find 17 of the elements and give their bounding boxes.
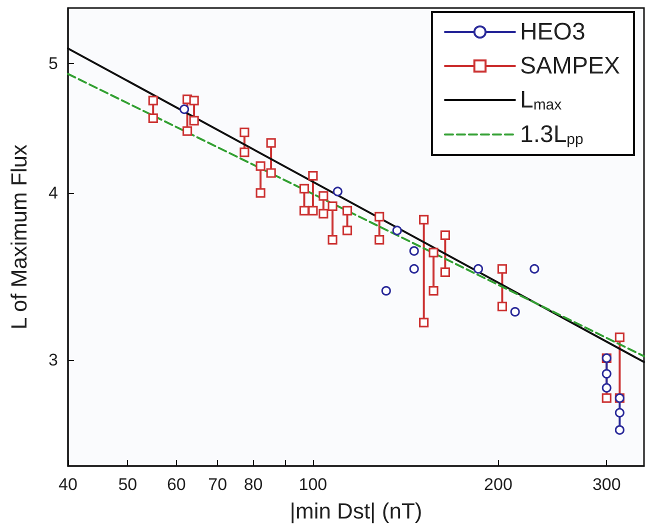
y-axis-title: L of Maximum Flux: [6, 144, 32, 330]
y-tick-label: 3: [48, 350, 58, 370]
legend-label: SAMPEX: [520, 52, 620, 80]
x-tick-label: 200: [484, 475, 512, 494]
x-tick-label: 50: [118, 475, 138, 494]
legend-label: HEO3: [520, 18, 586, 46]
x-tick-label: 100: [298, 475, 328, 494]
legend-label: 1.3Lpp: [520, 121, 584, 148]
x-tick-label: 300: [592, 475, 621, 494]
x-tick-label: 80: [244, 475, 263, 494]
x-tick-label: 60: [166, 475, 186, 494]
y-tick-label: 5: [48, 54, 58, 73]
x-tick-label: 40: [58, 475, 78, 494]
x-tick-label: 70: [208, 475, 228, 494]
x-axis-title: |min Dst| (nT): [290, 498, 422, 524]
y-tick-label: 4: [48, 183, 58, 202]
legend-label: Lmax: [520, 86, 562, 114]
